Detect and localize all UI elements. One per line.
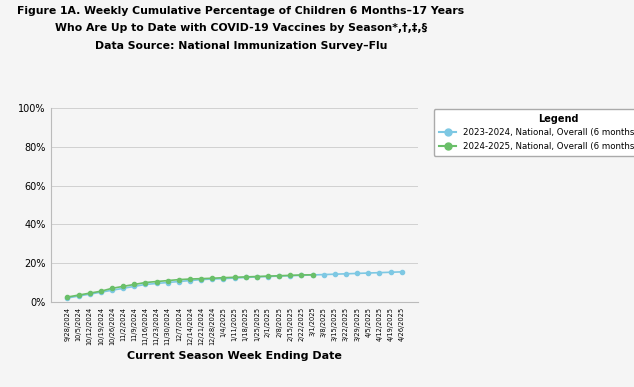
2023-2024, National, Overall (6 months-17 years) — [63, 296, 71, 300]
2024-2025, National, Overall (6 months-17 years) — [141, 280, 149, 285]
2023-2024, National, Overall (6 months-17 years) — [264, 274, 272, 279]
2024-2025, National, Overall (6 months-17 years) — [186, 277, 194, 281]
2024-2025, National, Overall (6 months-17 years) — [297, 272, 305, 277]
2023-2024, National, Overall (6 months-17 years) — [119, 286, 127, 291]
2024-2025, National, Overall (6 months-17 years) — [209, 276, 216, 281]
2023-2024, National, Overall (6 months-17 years) — [242, 275, 250, 280]
Text: Who Are Up to Date with COVID-19 Vaccines by Season*,†,‡,§: Who Are Up to Date with COVID-19 Vaccine… — [55, 23, 427, 33]
2023-2024, National, Overall (6 months-17 years) — [75, 294, 82, 298]
2023-2024, National, Overall (6 months-17 years) — [209, 277, 216, 281]
2024-2025, National, Overall (6 months-17 years) — [264, 274, 272, 279]
2023-2024, National, Overall (6 months-17 years) — [353, 271, 361, 276]
2024-2025, National, Overall (6 months-17 years) — [63, 295, 71, 300]
2024-2025, National, Overall (6 months-17 years) — [242, 275, 250, 279]
2023-2024, National, Overall (6 months-17 years) — [253, 275, 261, 279]
2024-2025, National, Overall (6 months-17 years) — [86, 291, 94, 296]
2023-2024, National, Overall (6 months-17 years) — [141, 282, 149, 287]
2024-2025, National, Overall (6 months-17 years) — [131, 282, 138, 287]
2024-2025, National, Overall (6 months-17 years) — [75, 293, 82, 297]
2023-2024, National, Overall (6 months-17 years) — [108, 288, 116, 293]
Text: Data Source: National Immunization Survey–Flu: Data Source: National Immunization Surve… — [94, 41, 387, 51]
2024-2025, National, Overall (6 months-17 years) — [309, 272, 316, 277]
2023-2024, National, Overall (6 months-17 years) — [186, 278, 194, 283]
2023-2024, National, Overall (6 months-17 years) — [398, 269, 406, 274]
2024-2025, National, Overall (6 months-17 years) — [119, 284, 127, 289]
Line: 2024-2025, National, Overall (6 months-17 years): 2024-2025, National, Overall (6 months-1… — [65, 273, 314, 299]
2024-2025, National, Overall (6 months-17 years) — [164, 278, 172, 283]
2024-2025, National, Overall (6 months-17 years) — [231, 275, 238, 279]
2023-2024, National, Overall (6 months-17 years) — [219, 276, 227, 281]
Line: 2023-2024, National, Overall (6 months-17 years): 2023-2024, National, Overall (6 months-1… — [65, 270, 404, 300]
2023-2024, National, Overall (6 months-17 years) — [175, 279, 183, 284]
2024-2025, National, Overall (6 months-17 years) — [153, 279, 160, 284]
2023-2024, National, Overall (6 months-17 years) — [365, 271, 372, 276]
2023-2024, National, Overall (6 months-17 years) — [342, 272, 350, 276]
2023-2024, National, Overall (6 months-17 years) — [331, 272, 339, 276]
2023-2024, National, Overall (6 months-17 years) — [153, 281, 160, 286]
2023-2024, National, Overall (6 months-17 years) — [231, 276, 238, 280]
2023-2024, National, Overall (6 months-17 years) — [97, 290, 105, 295]
2024-2025, National, Overall (6 months-17 years) — [253, 274, 261, 279]
2023-2024, National, Overall (6 months-17 years) — [375, 270, 383, 275]
2023-2024, National, Overall (6 months-17 years) — [164, 280, 172, 285]
2023-2024, National, Overall (6 months-17 years) — [131, 284, 138, 289]
2024-2025, National, Overall (6 months-17 years) — [287, 273, 294, 278]
2023-2024, National, Overall (6 months-17 years) — [287, 273, 294, 278]
2023-2024, National, Overall (6 months-17 years) — [387, 270, 394, 275]
2023-2024, National, Overall (6 months-17 years) — [197, 277, 205, 282]
2024-2025, National, Overall (6 months-17 years) — [197, 276, 205, 281]
X-axis label: Current Season Week Ending Date: Current Season Week Ending Date — [127, 351, 342, 361]
2023-2024, National, Overall (6 months-17 years) — [309, 272, 316, 277]
2023-2024, National, Overall (6 months-17 years) — [86, 292, 94, 296]
2024-2025, National, Overall (6 months-17 years) — [275, 273, 283, 278]
2024-2025, National, Overall (6 months-17 years) — [175, 277, 183, 282]
Legend: 2023-2024, National, Overall (6 months-17 years), 2024-2025, National, Overall (: 2023-2024, National, Overall (6 months-1… — [434, 109, 634, 156]
2023-2024, National, Overall (6 months-17 years) — [275, 274, 283, 279]
2024-2025, National, Overall (6 months-17 years) — [108, 286, 116, 291]
2024-2025, National, Overall (6 months-17 years) — [97, 289, 105, 293]
Text: Figure 1A. Weekly Cumulative Percentage of Children 6 Months–17 Years: Figure 1A. Weekly Cumulative Percentage … — [17, 6, 465, 16]
2023-2024, National, Overall (6 months-17 years) — [297, 273, 305, 278]
2024-2025, National, Overall (6 months-17 years) — [219, 276, 227, 280]
2023-2024, National, Overall (6 months-17 years) — [320, 272, 328, 277]
